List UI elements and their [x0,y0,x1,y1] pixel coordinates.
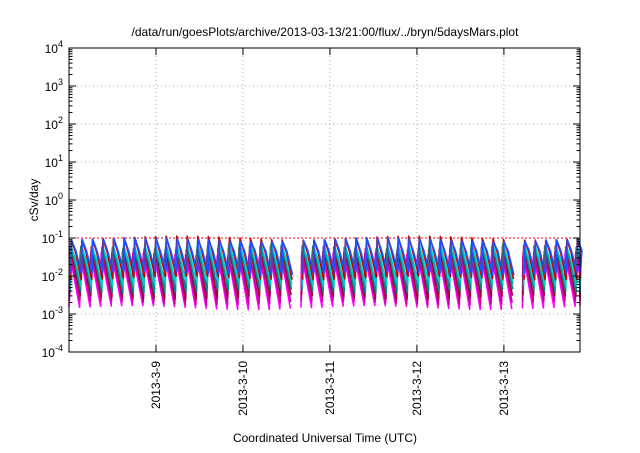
y-tick-base: 10 [42,308,56,322]
y-tick-base: 10 [42,346,56,360]
y-tick-label: 10-4 [42,343,63,360]
grid-layer [69,48,580,352]
chart-title: /data/run/goesPlots/archive/2013-03-13/2… [132,25,520,39]
y-tick-base: 10 [45,80,59,94]
y-tick-exponent: 4 [58,39,63,49]
x-tick-label: 2013-3-9 [149,361,163,409]
y-tick-label: 103 [45,77,63,94]
x-tick-label: 2013-3-13 [497,361,511,416]
y-tick-base: 10 [42,232,56,246]
y-tick-label: 10-1 [42,229,63,246]
tick-layer [69,47,580,353]
y-tick-base: 10 [45,194,59,208]
y-tick-exponent: -2 [55,267,63,277]
y-tick-exponent: -4 [55,343,63,353]
y-tick-base: 10 [45,156,59,170]
y-tick-exponent: 1 [58,153,63,163]
y-tick-exponent: -1 [55,229,63,239]
y-tick-label: 104 [45,39,63,56]
y-tick-label: 10-3 [42,305,63,322]
y-tick-exponent: 2 [58,115,63,125]
y-tick-base: 10 [45,118,59,132]
y-axis-label: cSv/day [27,179,41,222]
y-tick-label: 101 [45,153,63,170]
y-tick-label: 100 [45,191,63,208]
series-layer [68,235,583,311]
y-tick-exponent: 3 [58,77,63,87]
y-tick-base: 10 [42,270,56,284]
x-tick-label: 2013-3-12 [410,361,424,416]
y-tick-base: 10 [45,42,59,56]
x-axis-label: Coordinated Universal Time (UTC) [233,431,417,445]
x-tick-label: 2013-3-11 [323,361,337,415]
y-tick-exponent: 0 [58,191,63,201]
series-line-7 [70,237,583,276]
y-tick-exponent: -3 [55,305,63,315]
x-tick-labels: 2013-3-9 2013-3-10 2013-3-11 2013-3-12 2013-… [149,361,511,416]
x-tick-label: 2013-3-10 [236,361,250,416]
y-tick-label: 10-2 [42,267,63,284]
y-tick-label: 102 [45,115,63,132]
